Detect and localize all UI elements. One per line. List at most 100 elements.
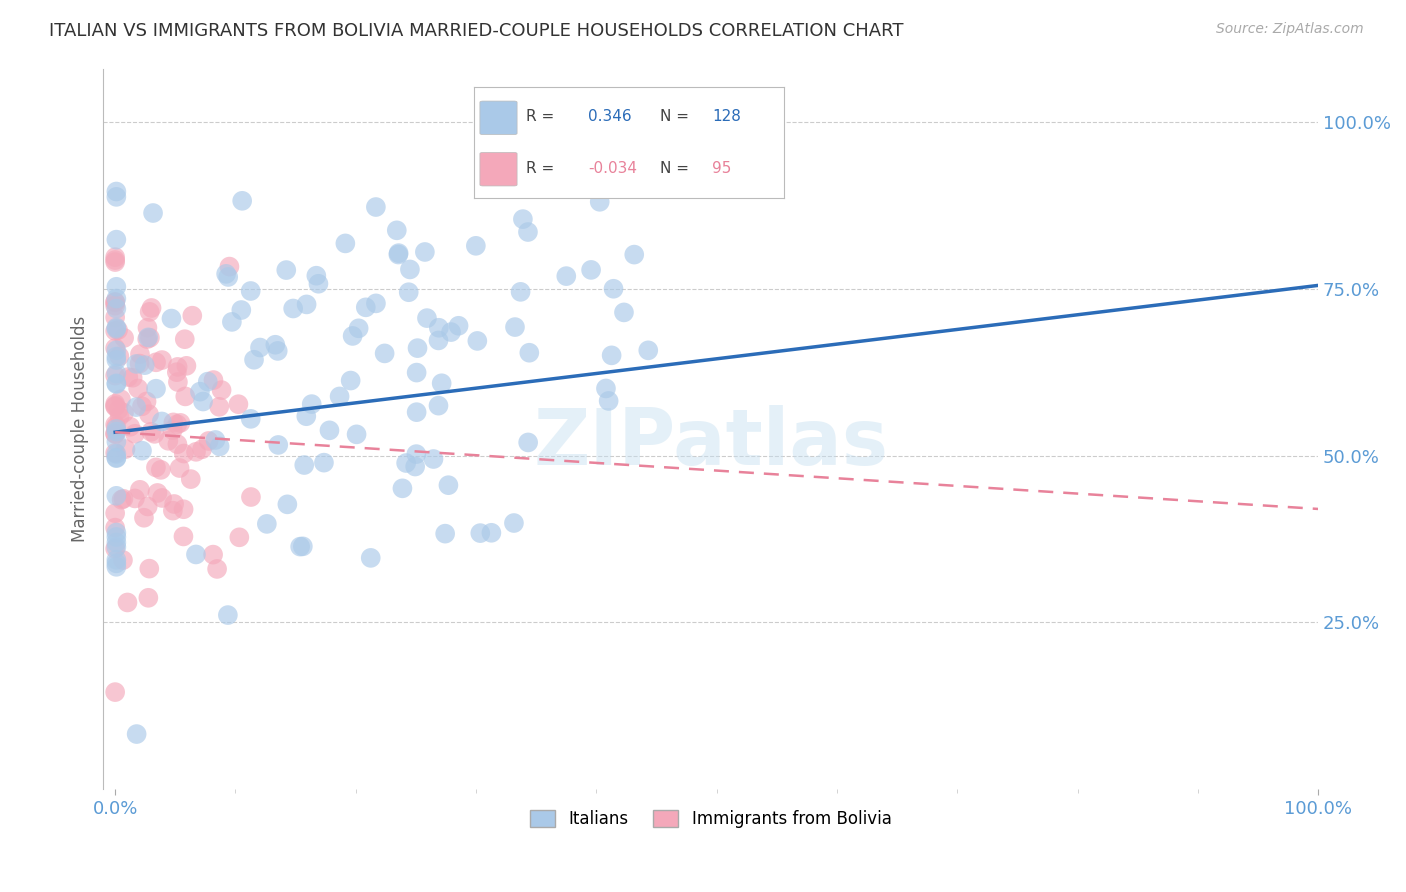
Point: [160, 311, 183, 326]
Point: [105, 301, 128, 316]
Point: [104, 427, 127, 442]
Text: Source: ZipAtlas.com: Source: ZipAtlas.com: [1216, 22, 1364, 37]
Legend: Italians, Immigrants from Bolivia: Italians, Immigrants from Bolivia: [523, 804, 898, 835]
Point: [173, 502, 195, 516]
Point: [276, 497, 298, 511]
Point: [256, 516, 278, 531]
Point: [517, 435, 540, 450]
Point: [112, 331, 135, 345]
Point: [208, 439, 231, 453]
Point: [305, 268, 328, 283]
Point: [427, 320, 450, 334]
Point: [114, 442, 136, 456]
Point: [637, 343, 659, 358]
Point: [132, 510, 155, 524]
Point: [129, 347, 152, 361]
Point: [555, 269, 578, 284]
Point: [231, 194, 253, 208]
Point: [121, 370, 143, 384]
Point: [105, 233, 128, 247]
Point: [166, 437, 188, 451]
Point: [107, 403, 129, 417]
Point: [292, 458, 315, 472]
Point: [613, 305, 636, 319]
Point: [125, 400, 148, 414]
Point: [145, 382, 167, 396]
Point: [391, 481, 413, 495]
Point: [124, 426, 146, 441]
Point: [162, 416, 184, 430]
Point: [157, 434, 180, 448]
Point: [405, 366, 427, 380]
Point: [136, 332, 159, 346]
Point: [239, 490, 262, 504]
Point: [104, 255, 127, 269]
Point: [105, 557, 128, 571]
Point: [105, 530, 128, 544]
Point: [398, 285, 420, 300]
Point: [105, 190, 128, 204]
Point: [125, 727, 148, 741]
Point: [217, 608, 239, 623]
Text: ZIPatlas: ZIPatlas: [533, 405, 889, 482]
Point: [202, 373, 225, 387]
Point: [283, 301, 305, 316]
Point: [104, 400, 127, 414]
Point: [141, 301, 163, 315]
Point: [104, 324, 127, 338]
Point: [104, 397, 127, 411]
Point: [243, 352, 266, 367]
Point: [364, 296, 387, 310]
Point: [188, 384, 211, 399]
Point: [329, 389, 352, 403]
Point: [105, 553, 128, 567]
Point: [517, 225, 540, 239]
Point: [105, 489, 128, 503]
Point: [385, 223, 408, 237]
Point: [191, 442, 214, 457]
Point: [202, 548, 225, 562]
Point: [239, 412, 262, 426]
Point: [335, 236, 357, 251]
Point: [105, 535, 128, 549]
Point: [166, 365, 188, 379]
Point: [205, 562, 228, 576]
Point: [105, 419, 128, 434]
Point: [427, 399, 450, 413]
Point: [422, 452, 444, 467]
Point: [364, 200, 387, 214]
Point: [150, 353, 173, 368]
Point: [405, 405, 427, 419]
Point: [163, 497, 186, 511]
Point: [598, 102, 620, 116]
Point: [291, 539, 314, 553]
Point: [110, 492, 132, 507]
Point: [481, 525, 503, 540]
Point: [104, 399, 127, 413]
Point: [204, 433, 226, 447]
Point: [105, 447, 128, 461]
Point: [404, 459, 426, 474]
Point: [105, 540, 128, 554]
Point: [197, 375, 219, 389]
Point: [136, 500, 159, 514]
Point: [145, 460, 167, 475]
Point: [374, 346, 396, 360]
Point: [191, 394, 214, 409]
Point: [134, 358, 156, 372]
Point: [105, 422, 128, 436]
Point: [318, 423, 340, 437]
Point: [105, 376, 128, 391]
Point: [127, 381, 149, 395]
Point: [173, 446, 195, 460]
Point: [149, 463, 172, 477]
Point: [104, 506, 127, 520]
Point: [138, 407, 160, 421]
Point: [228, 530, 250, 544]
Point: [135, 394, 157, 409]
Point: [138, 561, 160, 575]
Point: [512, 212, 534, 227]
Point: [208, 400, 231, 414]
Point: [598, 393, 620, 408]
Point: [131, 443, 153, 458]
